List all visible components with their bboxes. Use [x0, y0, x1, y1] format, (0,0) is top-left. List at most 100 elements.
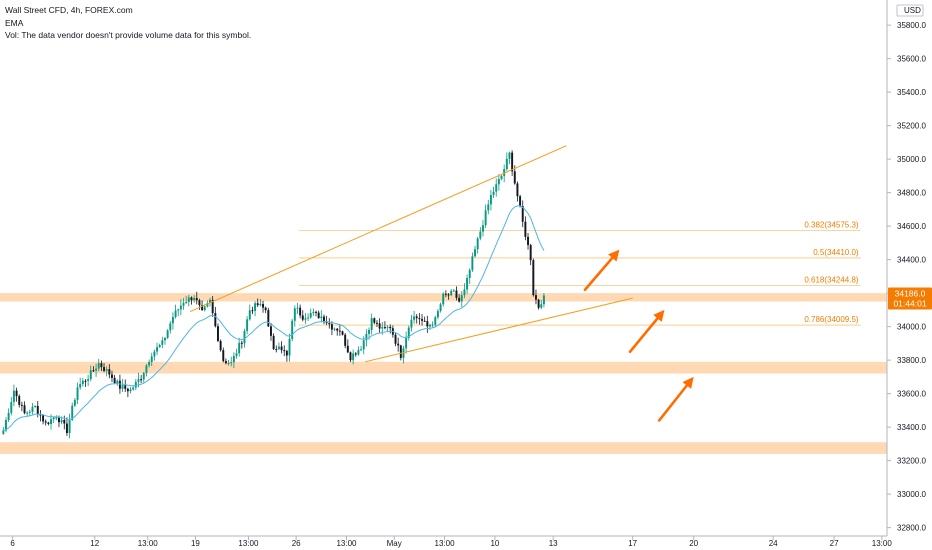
- time-axis[interactable]: 6 12 13:00 19 13:00 26 13:00 May 13:00 10 13 17 20 24…: [10, 536, 892, 548]
- candle-body: [476, 238, 479, 250]
- candle-body: [47, 422, 50, 424]
- candle-body: [105, 369, 108, 371]
- time-tick-label: 17: [628, 539, 637, 548]
- fibonacci-retracement: 0.382(34575.3) 0.5(34410.0) 0.618(34244.8)…: [298, 220, 861, 326]
- candle-body: [89, 370, 92, 380]
- candle-body: [185, 302, 188, 304]
- candle-body: [2, 430, 5, 434]
- candle-body: [354, 353, 357, 355]
- candle-body: [20, 404, 23, 406]
- candle-body: [15, 390, 18, 397]
- volume-indicator-label[interactable]: Vol: The data vendor doesn't provide vol…: [5, 30, 252, 40]
- candle-body: [535, 295, 537, 300]
- candle-body: [193, 298, 196, 301]
- candle-body: [156, 347, 158, 352]
- candlestick-series: [2, 150, 545, 439]
- candle-body: [365, 333, 368, 341]
- candle-body: [508, 152, 511, 159]
- candle-body: [519, 196, 522, 207]
- candle-body: [142, 372, 145, 380]
- candle-body: [79, 384, 82, 388]
- candle-body: [376, 322, 378, 324]
- candle-body: [124, 385, 127, 389]
- candle-body: [198, 300, 201, 306]
- trendline: [364, 297, 633, 363]
- price-tick-label: 34400.0: [897, 256, 926, 265]
- candle-body: [439, 304, 442, 312]
- price-axis-background: [887, 0, 932, 536]
- candle-body: [275, 349, 278, 351]
- candle-body: [463, 289, 466, 296]
- price-axis[interactable]: 32800.0 33000.0 33200.0 33400.0 33600.0 33800…: [887, 21, 926, 533]
- candle-body: [195, 298, 198, 301]
- candle-body: [330, 324, 333, 330]
- candle-body: [259, 304, 262, 306]
- candle-body: [121, 385, 124, 389]
- candle-body: [58, 417, 60, 423]
- candle-body: [95, 368, 98, 371]
- candle-body: [532, 260, 535, 296]
- candle-body: [450, 290, 453, 296]
- candle-body: [484, 210, 487, 226]
- candle-body: [521, 206, 524, 222]
- candle-body: [492, 191, 495, 195]
- candle-body: [378, 323, 381, 329]
- candle-body: [12, 390, 15, 403]
- time-tick-label: 20: [689, 539, 698, 548]
- symbol-title[interactable]: Wall Street CFD, 4h, FOREX.com: [5, 5, 133, 15]
- candle-body: [137, 379, 140, 382]
- candle-body: [28, 411, 31, 413]
- candle-body: [118, 380, 121, 389]
- candle-body: [285, 350, 288, 356]
- time-tick-label: 10: [490, 539, 499, 548]
- candle-body: [243, 330, 246, 344]
- candle-body: [132, 387, 135, 390]
- candle-body: [346, 345, 349, 353]
- arrow-head: [653, 309, 665, 322]
- arrow-head: [608, 249, 620, 262]
- candle-body: [373, 318, 376, 323]
- time-axis-background: [0, 536, 932, 550]
- candle-body: [158, 344, 161, 348]
- candle-body: [407, 327, 410, 338]
- currency-box[interactable]: [896, 4, 924, 17]
- price-tick-label: 35000.0: [897, 155, 926, 164]
- candle-body: [166, 330, 169, 338]
- ema-indicator-label[interactable]: EMA: [5, 17, 24, 28]
- candle-body: [426, 321, 429, 327]
- candle-body: [246, 319, 249, 331]
- price-tick-label: 35600.0: [897, 55, 926, 64]
- candle-body: [87, 379, 90, 381]
- candle-body: [323, 316, 325, 323]
- candle-body: [76, 387, 79, 400]
- candle-body: [307, 317, 310, 319]
- candle-body: [349, 352, 352, 361]
- candle-body: [267, 310, 270, 327]
- candle-body: [338, 330, 341, 332]
- candle-body: [421, 319, 423, 321]
- candle-body: [18, 396, 21, 405]
- price-tick-label: 33400.0: [897, 423, 926, 432]
- candle-body: [251, 310, 254, 312]
- candle-body: [145, 365, 148, 373]
- candle-body: [262, 304, 264, 308]
- candle-body: [272, 335, 275, 350]
- price-tick-label: 32800.0: [897, 524, 926, 533]
- candle-body: [513, 171, 516, 184]
- candle-body: [222, 350, 225, 362]
- candle-body: [397, 343, 400, 346]
- price-tick-label: 33200.0: [897, 457, 926, 466]
- candle-body: [436, 311, 439, 318]
- candle-body: [171, 316, 174, 324]
- candle-body: [312, 311, 315, 313]
- currency-label[interactable]: USD: [904, 6, 921, 15]
- price-tick-label: 35200.0: [897, 122, 926, 131]
- candle-body: [434, 317, 437, 325]
- candle-body: [452, 290, 455, 292]
- time-tick-label: May: [387, 539, 402, 548]
- candle-body: [487, 204, 490, 211]
- candle-body: [108, 369, 111, 375]
- candle-body: [474, 249, 476, 257]
- price-tick-label: 33800.0: [897, 356, 926, 365]
